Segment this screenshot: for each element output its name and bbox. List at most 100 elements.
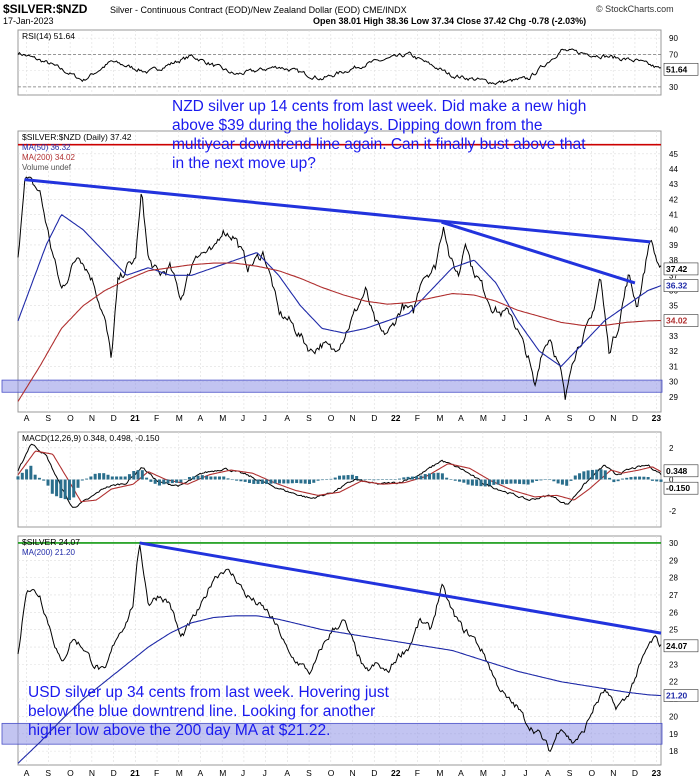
header-description: Silver - Continuous Contract (EOD)/New Z…	[110, 5, 407, 15]
macd-histogram-bar	[522, 479, 526, 485]
macd-histogram-bar	[650, 479, 654, 481]
macd-histogram-bar	[260, 479, 264, 484]
macd-histogram-bar	[552, 479, 556, 482]
macd-histogram-bar	[342, 475, 346, 480]
series-line-0-0	[17, 48, 662, 86]
x-axis-label: A	[458, 768, 464, 778]
macd-histogram-bar	[93, 473, 97, 480]
macd-histogram-bar	[230, 479, 234, 481]
x-axis-label: A	[24, 413, 30, 423]
macd-histogram-bar	[565, 479, 569, 486]
x-axis-label: 22	[391, 413, 401, 423]
macd-histogram-bar	[50, 479, 54, 494]
macd-histogram-bar	[376, 479, 380, 481]
legend-entry: Volume undef	[22, 163, 72, 172]
macd-histogram-bar	[290, 479, 294, 484]
macd-histogram-bar	[333, 477, 337, 480]
macd-histogram-bar	[432, 473, 436, 480]
macd-histogram-bar	[42, 479, 46, 481]
x-axis-label: S	[567, 768, 573, 778]
y-tick-label: 70	[669, 50, 678, 59]
macd-histogram-bar	[633, 476, 637, 480]
macd-histogram-bar	[530, 479, 534, 483]
y-tick-label: 18	[669, 747, 678, 756]
macd-histogram-bar	[415, 476, 419, 480]
macd-histogram-bar	[102, 473, 106, 480]
x-axis-label: N	[610, 768, 616, 778]
trendline	[139, 541, 662, 635]
x-axis-label: M	[176, 768, 183, 778]
y-tick-label: 19	[669, 730, 678, 739]
header-watermark: © StockCharts.com	[596, 4, 674, 14]
macd-histogram-bar	[393, 479, 397, 480]
x-axis-label: O	[67, 413, 74, 423]
macd-histogram-bar	[509, 479, 513, 484]
macd-histogram-bar	[205, 475, 209, 480]
macd-histogram-bar	[217, 476, 221, 480]
y-tick-label: 20	[669, 712, 678, 721]
y-tick-label: 26	[669, 608, 678, 617]
macd-histogram-bar	[505, 479, 509, 484]
macd-hist-value-label: -0.150	[666, 483, 690, 493]
series-line-1-2	[17, 262, 661, 402]
ma50-value-label: 36.32	[666, 281, 688, 291]
x-axis-label: J	[523, 768, 527, 778]
x-axis-label: N	[89, 413, 95, 423]
macd-histogram-bar	[85, 478, 89, 480]
y-tick-label: 29	[669, 393, 678, 402]
x-axis-label: A	[197, 413, 203, 423]
macd-histogram-bar	[187, 476, 191, 480]
panel-frame-1	[17, 130, 662, 413]
panel-title: RSI(14) 51.64	[22, 31, 75, 41]
macd-histogram-bar	[252, 479, 256, 484]
x-axis-label: M	[219, 413, 226, 423]
macd-histogram-bar	[33, 474, 37, 480]
annotation-top-line: NZD silver up 14 cents from last week. D…	[172, 98, 586, 115]
annotation-bottom-line: USD silver up 34 cents from last week. H…	[28, 684, 390, 701]
annotation-bottom-line: below the blue downtrend line. Looking f…	[28, 703, 375, 720]
annotation-top-line: above $39 during the holidays. Dipping d…	[172, 117, 543, 134]
y-tick-label: 38	[669, 256, 678, 265]
macd-histogram-bar	[458, 479, 462, 482]
macd-histogram-bar	[355, 476, 359, 480]
macd-histogram-bar	[222, 476, 226, 480]
macd-histogram-bar	[200, 475, 204, 480]
x-axis-label: F	[154, 413, 159, 423]
macd-histogram-bar	[115, 476, 119, 480]
series-line-1-0	[17, 176, 662, 400]
panel-frame-0	[17, 29, 662, 96]
macd-histogram-bar	[162, 479, 166, 485]
macd-histogram-bar	[329, 478, 333, 480]
x-axis-label: A	[197, 768, 203, 778]
y-tick-label: 0	[669, 476, 674, 485]
x-axis-label: O	[67, 768, 74, 778]
macd-histogram-bar	[140, 470, 144, 480]
usd-ma200-value-label-box	[663, 689, 699, 702]
y-tick-label: 2	[669, 444, 674, 453]
macd-histogram-bar	[269, 479, 273, 484]
macd-histogram-bar	[410, 476, 414, 480]
y-tick-label: 23	[669, 660, 678, 669]
macd-histogram-bar	[338, 475, 341, 480]
x-axis-label: J	[263, 413, 267, 423]
header-symbol: $SILVER:$NZD	[3, 2, 88, 16]
y-tick-label: 25	[669, 626, 678, 635]
x-axis-label: N	[350, 413, 356, 423]
x-axis-label: F	[415, 413, 420, 423]
y-tick-label: 33	[669, 332, 678, 341]
x-axis-label: 21	[130, 768, 140, 778]
macd-histogram-bar	[616, 479, 620, 482]
ma200-value-label: 34.02	[666, 316, 688, 326]
y-tick-label: 31	[669, 362, 678, 371]
legend-entry: MA(200) 34.02	[22, 153, 75, 162]
legend-entry: MA(200) 21.20	[22, 548, 75, 557]
macd-histogram-bar	[247, 479, 251, 484]
macd-value-label-box	[663, 464, 699, 478]
header-date: 17-Jan-2023	[3, 16, 54, 26]
macd-histogram-bar	[243, 479, 247, 482]
macd-histogram-bar	[312, 479, 316, 483]
x-axis-label: D	[111, 768, 117, 778]
macd-histogram-bar	[423, 474, 427, 480]
